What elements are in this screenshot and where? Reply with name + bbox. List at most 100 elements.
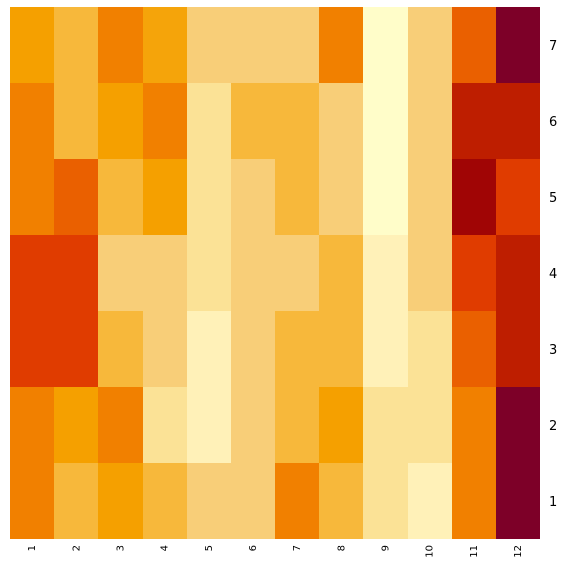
y-tick-label: 6 (549, 115, 557, 130)
heatmap-cell-r2-c4 (143, 387, 187, 463)
heatmap-cell-r3-c11 (452, 311, 496, 387)
heatmap-cell-r6-c9 (363, 83, 408, 159)
heatmap-cell-r5-c5 (187, 159, 231, 235)
heatmap-cell-r4-c7 (275, 235, 319, 311)
heatmap-cell-r5-c6 (231, 159, 275, 235)
heatmap-cell-r1-c2 (54, 463, 98, 539)
x-tick-label: 4 (160, 545, 171, 551)
heatmap-cell-r1-c11 (452, 463, 496, 539)
heatmap-cell-r2-c12 (496, 387, 540, 463)
heatmap-cell-r2-c7 (275, 387, 319, 463)
x-tick-label: 9 (380, 545, 391, 551)
heatmap-cell-r5-c10 (408, 159, 452, 235)
y-tick-label: 7 (549, 39, 557, 54)
y-tick-label: 1 (549, 495, 557, 510)
heatmap-cell-r3-c8 (319, 311, 363, 387)
heatmap-cell-r4-c4 (143, 235, 187, 311)
heatmap-cell-r2-c3 (98, 387, 143, 463)
heatmap-cell-r5-c1 (10, 159, 54, 235)
x-tick-label: 8 (336, 545, 347, 551)
heatmap-cell-r4-c1 (10, 235, 54, 311)
heatmap-cell-r6-c2 (54, 83, 98, 159)
heatmap-cell-r1-c7 (275, 463, 319, 539)
heatmap-cell-r5-c4 (143, 159, 187, 235)
heatmap-cell-r1-c9 (363, 463, 408, 539)
y-tick-label: 2 (549, 419, 557, 434)
heatmap-cell-r3-c7 (275, 311, 319, 387)
heatmap-cell-r7-c11 (452, 7, 496, 83)
heatmap-cell-r3-c6 (231, 311, 275, 387)
heatmap-cells (10, 7, 540, 539)
heatmap-cell-r6-c5 (187, 83, 231, 159)
heatmap-cell-r7-c1 (10, 7, 54, 83)
heatmap-cell-r5-c12 (496, 159, 540, 235)
heatmap-cell-r3-c2 (54, 311, 98, 387)
y-tick-label: 5 (549, 191, 557, 206)
heatmap-cell-r3-c12 (496, 311, 540, 387)
heatmap-cell-r3-c1 (10, 311, 54, 387)
heatmap-cell-r1-c8 (319, 463, 363, 539)
heatmap-cell-r6-c7 (275, 83, 319, 159)
heatmap-cell-r5-c9 (363, 159, 408, 235)
x-tick-label: 6 (248, 545, 259, 551)
x-tick-label: 5 (204, 545, 215, 551)
heatmap-cell-r5-c8 (319, 159, 363, 235)
heatmap-cell-r3-c3 (98, 311, 143, 387)
heatmap-cell-r7-c9 (363, 7, 408, 83)
heatmap-cell-r7-c8 (319, 7, 363, 83)
heatmap-cell-r5-c3 (98, 159, 143, 235)
heatmap-cell-r7-c10 (408, 7, 452, 83)
heatmap-cell-r2-c11 (452, 387, 496, 463)
heatmap-cell-r1-c5 (187, 463, 231, 539)
x-tick-label: 3 (115, 545, 126, 551)
heatmap-cell-r2-c6 (231, 387, 275, 463)
heatmap-cell-r6-c4 (143, 83, 187, 159)
heatmap-cell-r7-c12 (496, 7, 540, 83)
x-tick-label: 11 (469, 545, 480, 558)
heatmap-cell-r2-c5 (187, 387, 231, 463)
heatmap-cell-r4-c2 (54, 235, 98, 311)
heatmap-cell-r5-c11 (452, 159, 496, 235)
heatmap-cell-r4-c8 (319, 235, 363, 311)
heatmap-cell-r1-c6 (231, 463, 275, 539)
heatmap-cell-r6-c10 (408, 83, 452, 159)
heatmap-cell-r3-c10 (408, 311, 452, 387)
heatmap-cell-r7-c6 (231, 7, 275, 83)
x-tick-labels: 1 2 3 4 5 6 7 8 9 10 11 12 (27, 545, 524, 558)
x-tick-label: 12 (513, 545, 524, 558)
y-tick-label: 4 (549, 267, 557, 282)
heatmap-cell-r7-c5 (187, 7, 231, 83)
heatmap-cell-r2-c1 (10, 387, 54, 463)
heatmap-cell-r1-c1 (10, 463, 54, 539)
heatmap-cell-r2-c10 (408, 387, 452, 463)
heatmap-cell-r3-c5 (187, 311, 231, 387)
heatmap-cell-r7-c7 (275, 7, 319, 83)
heatmap-cell-r4-c10 (408, 235, 452, 311)
heatmap-cell-r3-c9 (363, 311, 408, 387)
y-tick-label: 3 (549, 343, 557, 358)
x-tick-label: 1 (27, 545, 38, 551)
heatmap-cell-r1-c3 (98, 463, 143, 539)
heatmap-cell-r6-c12 (496, 83, 540, 159)
heatmap-cell-r6-c8 (319, 83, 363, 159)
x-tick-label: 7 (292, 545, 303, 551)
heatmap-cell-r1-c4 (143, 463, 187, 539)
heatmap-cell-r2-c9 (363, 387, 408, 463)
heatmap-cell-r6-c1 (10, 83, 54, 159)
heatmap-cell-r7-c4 (143, 7, 187, 83)
heatmap-cell-r4-c6 (231, 235, 275, 311)
heatmap-cell-r5-c7 (275, 159, 319, 235)
heatmap-cell-r6-c11 (452, 83, 496, 159)
heatmap-cell-r6-c3 (98, 83, 143, 159)
heatmap-cell-r2-c8 (319, 387, 363, 463)
heatmap-cell-r4-c11 (452, 235, 496, 311)
heatmap-cell-r5-c2 (54, 159, 98, 235)
heatmap-cell-r4-c3 (98, 235, 143, 311)
x-tick-label: 10 (425, 545, 436, 558)
heatmap-cell-r6-c6 (231, 83, 275, 159)
heatmap-cell-r2-c2 (54, 387, 98, 463)
heatmap-cell-r7-c3 (98, 7, 143, 83)
y-tick-labels: 7 6 5 4 3 2 1 (549, 39, 557, 510)
x-tick-label: 2 (71, 545, 82, 551)
